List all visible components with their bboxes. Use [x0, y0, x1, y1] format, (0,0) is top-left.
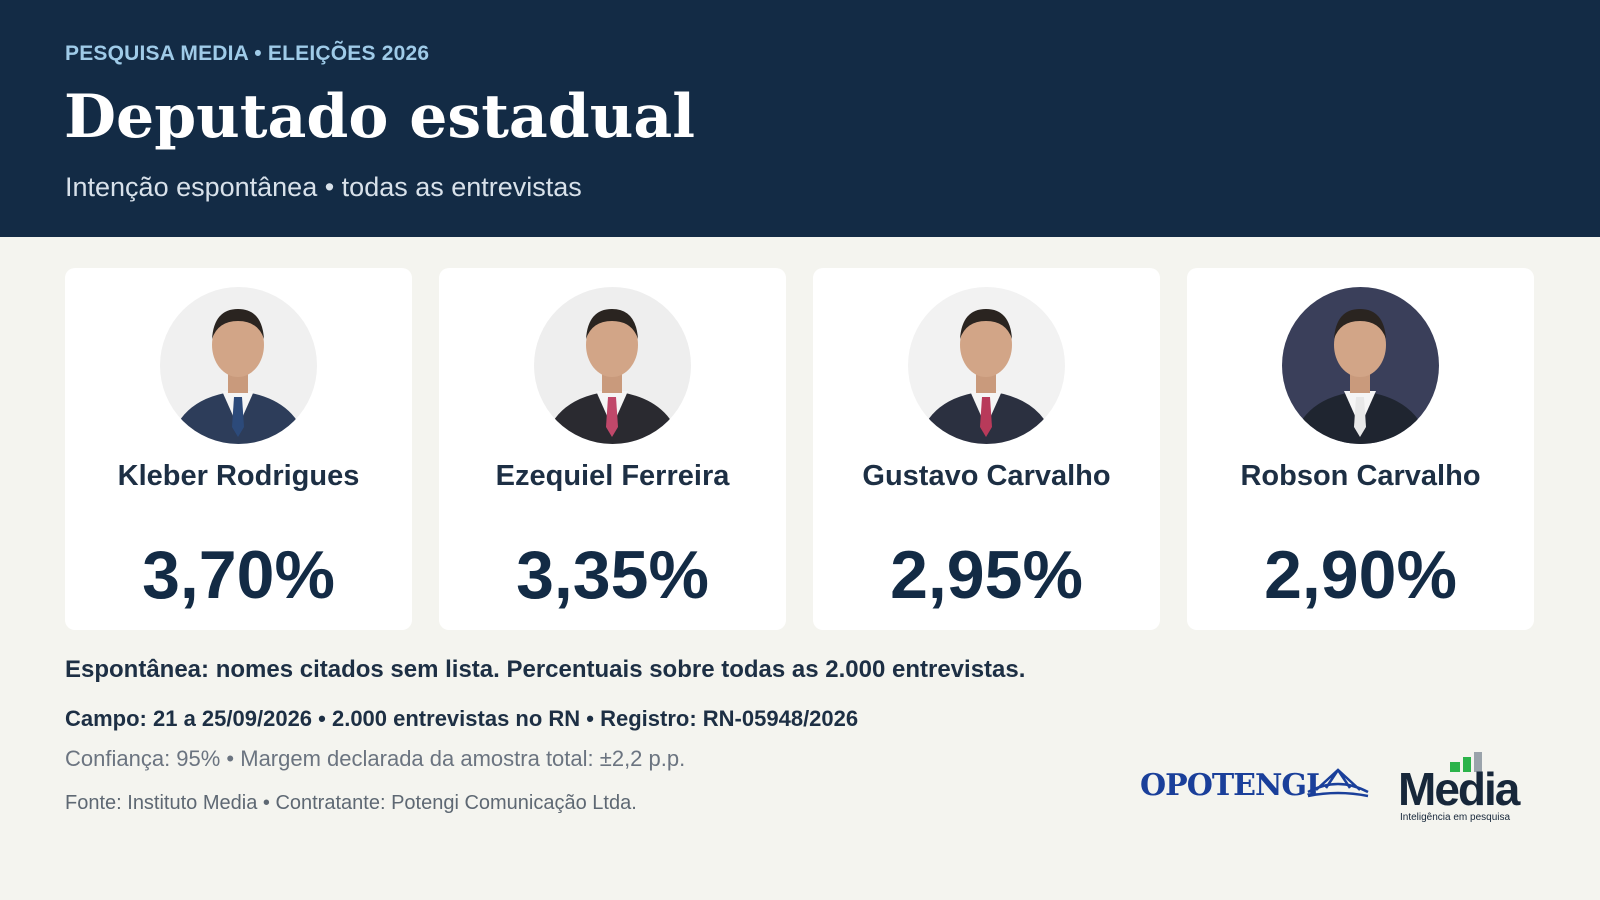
- candidate-name: Gustavo Carvalho: [862, 460, 1111, 492]
- candidate-photo: [160, 287, 317, 444]
- candidate-photo: [534, 287, 691, 444]
- media-logo-square: [1450, 762, 1460, 772]
- candidate-photo: [908, 287, 1065, 444]
- media-logo: Media: [1398, 763, 1520, 815]
- cards: Kleber Rodrigues 3,70% Ezequiel Ferreira…: [65, 268, 1534, 630]
- method-note: Espontânea: nomes citados sem lista. Per…: [65, 656, 1026, 683]
- candidate-card: Kleber Rodrigues 3,70%: [65, 268, 412, 630]
- field-note: Campo: 21 a 25/09/2026 • 2.000 entrevist…: [65, 706, 859, 731]
- source-note: Fonte: Instituto Media • Contratante: Po…: [65, 792, 637, 814]
- header: PESQUISA MEDIA • ELEIÇÕES 2026 Deputado …: [0, 0, 1600, 237]
- kicker: PESQUISA MEDIA • ELEIÇÕES 2026: [65, 42, 430, 65]
- candidate-name: Kleber Rodrigues: [117, 460, 360, 492]
- candidate-name: Robson Carvalho: [1240, 460, 1481, 492]
- media-logo-square: [1463, 757, 1471, 772]
- media-tagline: Inteligência em pesquisa: [1400, 812, 1511, 823]
- title: Deputado estadual: [64, 82, 696, 152]
- candidate-card: Gustavo Carvalho 2,95%: [813, 268, 1160, 630]
- candidate-photo: [1282, 287, 1439, 444]
- confidence-note: Confiança: 95% • Margem declarada da amo…: [65, 746, 686, 771]
- candidate-card: Ezequiel Ferreira 3,35%: [439, 268, 786, 630]
- potengi-logo: OPOTENGI: [1140, 768, 1320, 803]
- media-logo-square: [1474, 752, 1482, 772]
- subtitle: Intenção espontânea • todas as entrevist…: [65, 172, 582, 202]
- candidate-card: Robson Carvalho 2,90%: [1187, 268, 1534, 630]
- candidate-name: Ezequiel Ferreira: [495, 460, 730, 492]
- candidate-percent: 2,90%: [1264, 537, 1457, 613]
- candidate-percent: 3,70%: [142, 537, 335, 613]
- potengi-bridge-icon: [1307, 768, 1369, 798]
- candidate-percent: 3,35%: [516, 537, 709, 613]
- candidate-percent: 2,95%: [890, 537, 1083, 613]
